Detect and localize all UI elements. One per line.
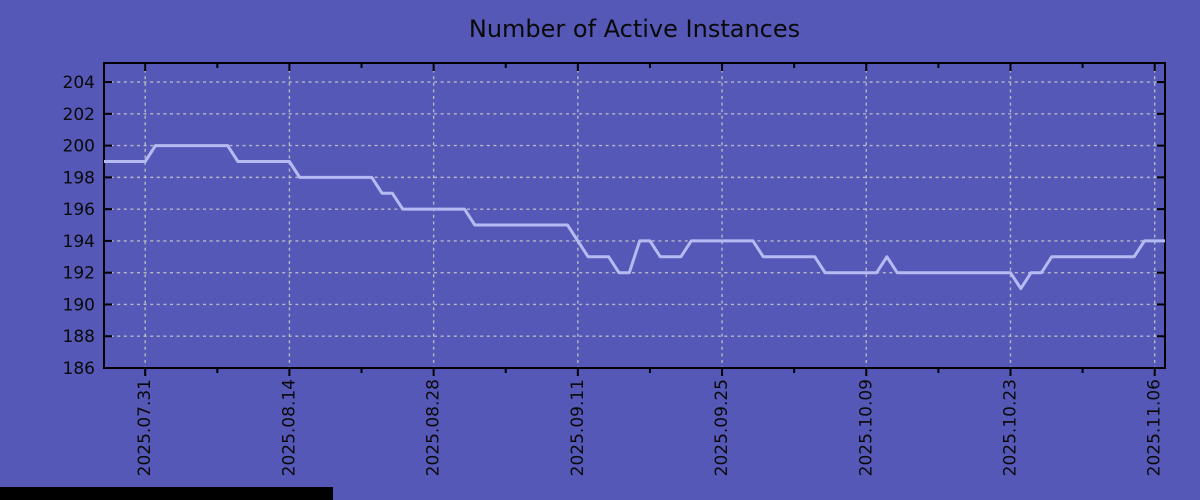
- y-tick-label: 202: [63, 105, 95, 125]
- x-tick-label: 2025.11.06: [1145, 379, 1165, 476]
- y-tick-label: 190: [63, 295, 95, 315]
- bottom-dark-strip: [0, 487, 333, 500]
- y-tick-label: 194: [63, 232, 95, 252]
- y-tick-label: 196: [63, 200, 95, 220]
- y-tick-label: 188: [63, 327, 95, 347]
- y-tick-label: 192: [63, 264, 95, 284]
- x-tick-label: 2025.09.25: [712, 379, 732, 476]
- x-tick-label: 2025.07.31: [135, 379, 155, 476]
- chart-title: Number of Active Instances: [468, 15, 801, 43]
- x-tick-label: 2025.08.28: [424, 379, 444, 476]
- x-tick-label: 2025.10.23: [1000, 379, 1020, 476]
- axis-box: [103, 62, 1166, 369]
- y-tick-label: 198: [63, 168, 95, 188]
- y-tick-label: 200: [63, 137, 95, 157]
- x-tick-label: 2025.08.14: [279, 379, 299, 476]
- x-tick-label: 2025.09.11: [568, 379, 588, 476]
- x-tick-label: 2025.10.09: [856, 379, 876, 476]
- y-tick-label: 186: [63, 359, 95, 379]
- data-line: [104, 144, 1165, 291]
- y-tick-label: 204: [63, 73, 95, 93]
